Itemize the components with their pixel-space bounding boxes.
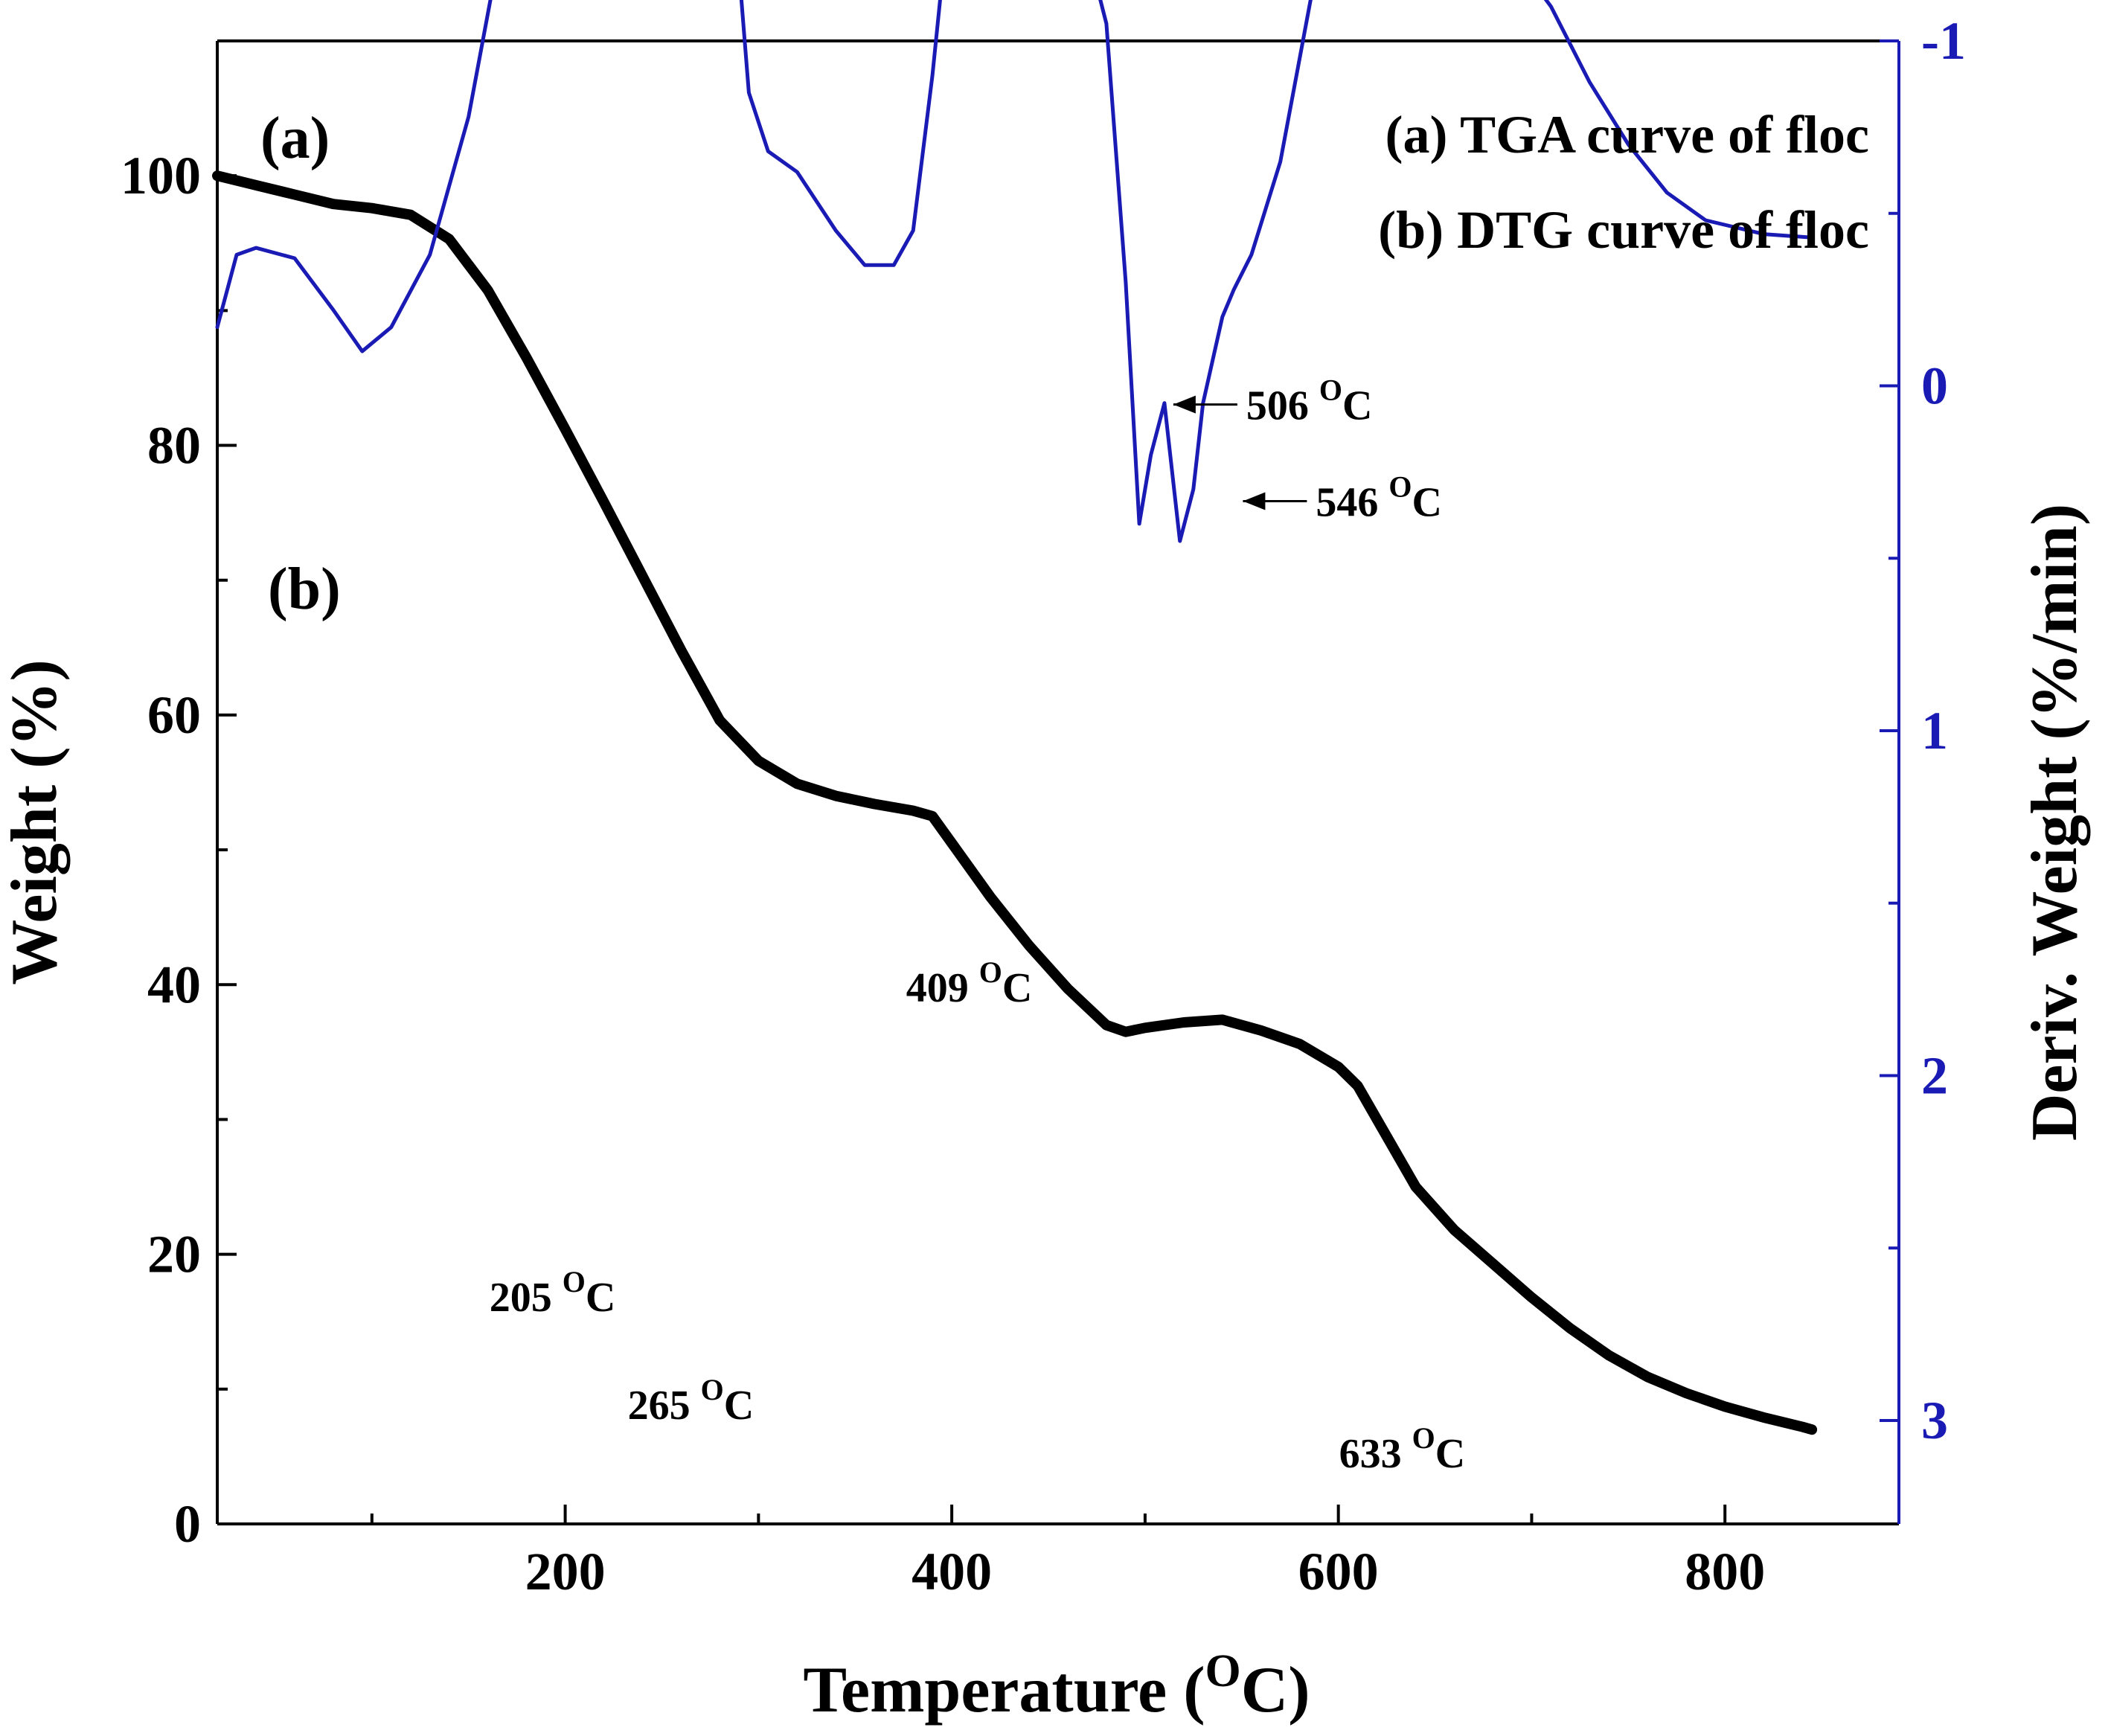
peak-label-sup: O [979,955,1002,989]
peak-label-unit: C [1412,479,1442,525]
series-layer [212,0,1818,1435]
legend-entry-tga: (a) TGA curve of floc [1385,105,1869,164]
peak-label: 506 OC [1246,374,1373,429]
x-axis-label: Temperature (OC) [803,1646,1310,1726]
axis-ticks: 200 400 600 800 0 20 40 60 80 100 3 2 1 0 -1 [121,11,1966,1601]
legend-entry-dtg: (b) DTG curve of floc [1378,200,1869,260]
peak-label-sup: O [1319,374,1342,407]
y-right-tick-label: 0 [1921,356,1948,415]
peak-label: 633 OC [1339,1421,1466,1477]
x-tick-label: 400 [912,1542,992,1601]
peak-label-unit: C [586,1275,615,1321]
dtg-series-line [215,0,1814,543]
peak-label-unit: C [1342,383,1372,429]
x-axis-label-sup: O [1205,1646,1241,1697]
x-tick-label: 800 [1685,1542,1765,1601]
y-left-tick-label: 0 [174,1494,201,1554]
peak-label-sup: O [701,1373,724,1406]
y-left-tick-label: 80 [147,416,201,475]
peak-label-value: 265 [628,1383,701,1429]
annotation-arrow-head [1173,395,1196,414]
peak-label: 205 OC [490,1265,616,1321]
x-tick-label: 200 [525,1542,606,1601]
peak-label-unit: C [1435,1431,1465,1477]
peak-label: 546 OC [1316,470,1442,525]
peak-label-sup: O [1388,470,1412,503]
peak-label-value: 633 [1339,1431,1412,1477]
y-axis-left-label: Weight (%) [0,659,71,985]
peak-label-sup: O [563,1265,586,1298]
y-right-tick-label: 1 [1921,701,1948,760]
curve-label-a: (a) [260,106,330,171]
peak-label: 409 OC [906,955,1033,1011]
peak-label-unit: C [1002,965,1032,1011]
peak-label-sup: O [1412,1421,1435,1455]
peak-label-value: 506 [1246,383,1319,429]
y-right-tick-label: 2 [1921,1045,1948,1105]
y-left-tick-label: 60 [147,685,201,745]
peak-label-value: 546 [1316,479,1388,525]
peak-label-value: 409 [906,965,979,1011]
y-left-tick-label: 20 [147,1225,201,1284]
peak-label-value: 205 [490,1275,563,1321]
y-right-tick-label: 3 [1921,1391,1948,1450]
x-axis-label-tail: C) [1241,1654,1310,1726]
curve-label-b: (b) [268,557,341,622]
x-axis-label-main: Temperature ( [803,1654,1205,1726]
plot-frame [216,39,1900,1525]
x-tick-label: 600 [1298,1542,1379,1601]
y-axis-right-label: Deriv. Weight (%/min) [2019,504,2091,1141]
y-right-tick-label: -1 [1921,11,1966,71]
peak-label: 265 OC [628,1373,755,1429]
y-left-tick-label: 100 [121,146,201,205]
peak-label-unit: C [724,1383,754,1429]
annotation-arrow-head [1243,492,1266,510]
tga-series-line [212,170,1818,1435]
y-left-tick-label: 40 [147,955,201,1014]
